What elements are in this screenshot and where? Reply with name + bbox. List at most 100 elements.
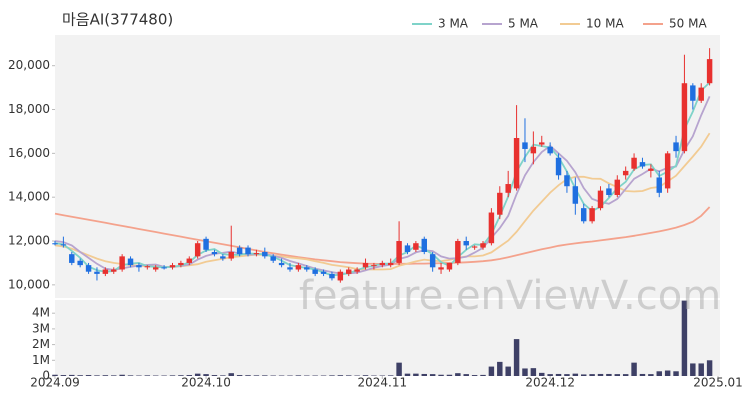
- candle-body: [220, 256, 226, 259]
- candle-body: [60, 244, 67, 246]
- volume-bar: [589, 374, 595, 376]
- volume-bar: [203, 374, 209, 376]
- volume-bar: [102, 375, 109, 376]
- volume-bar: [505, 366, 511, 376]
- volume-bar: [606, 373, 612, 376]
- candle-body: [136, 265, 142, 268]
- candle-body: [572, 186, 579, 204]
- candle-body: [631, 157, 637, 169]
- volume-bar: [127, 375, 134, 376]
- volume-bar: [262, 375, 268, 376]
- candle-body: [228, 251, 234, 259]
- volume-bar: [488, 366, 495, 376]
- candle-body: [152, 267, 159, 270]
- volume-bar: [52, 374, 58, 376]
- candle-body: [295, 265, 302, 270]
- volume-bar: [455, 373, 461, 376]
- candle-body: [656, 177, 662, 193]
- candle-body: [270, 256, 276, 261]
- volume-bar: [564, 374, 570, 376]
- candle-body: [304, 267, 310, 270]
- candle-body: [698, 87, 704, 101]
- volume-bar: [497, 361, 503, 376]
- candle-body: [203, 238, 209, 250]
- candle-body: [580, 208, 587, 222]
- volume-bar: [690, 363, 696, 376]
- volume-bar: [572, 373, 579, 376]
- candle-body: [648, 168, 654, 171]
- volume-bar: [346, 375, 352, 376]
- candle-body: [480, 243, 486, 248]
- volume-bar: [144, 375, 151, 376]
- volume-bar: [622, 374, 629, 376]
- volume-bar: [631, 362, 637, 376]
- candle-body: [429, 254, 436, 268]
- candle-body: [111, 269, 117, 272]
- candle-body: [589, 208, 595, 222]
- volume-y-tick-label: 3M: [32, 321, 50, 335]
- volume-bar: [211, 375, 218, 376]
- x-tick-label: 2024.10: [181, 376, 231, 390]
- volume-bar: [421, 373, 427, 376]
- candle-body: [161, 267, 167, 269]
- plot: 10,000 12,000 14,000 16,000 18,000 20,000 0 1M 2…: [8, 17, 743, 390]
- volume-bar: [85, 375, 92, 376]
- candle-body: [320, 271, 327, 274]
- candle-body: [169, 265, 176, 268]
- candle-body: [539, 142, 545, 145]
- candle-body: [262, 251, 268, 257]
- candle-body: [211, 251, 218, 255]
- candle-body: [236, 247, 243, 255]
- candle-body: [421, 238, 427, 252]
- price-panel: [55, 35, 720, 298]
- volume-bar: [186, 375, 193, 376]
- candle-body: [371, 265, 377, 267]
- candle-body: [144, 266, 151, 268]
- volume-bar: [119, 374, 125, 376]
- volume-bar: [438, 374, 444, 376]
- candle-body: [77, 260, 83, 266]
- candle-body: [346, 269, 352, 274]
- volume-bar: [404, 373, 411, 376]
- candle-body: [614, 179, 621, 195]
- candle-body: [387, 262, 394, 266]
- volume-bar: [429, 374, 436, 376]
- candle-body: [69, 254, 75, 263]
- legend-label: 50 MA: [669, 17, 707, 31]
- volume-panel: [55, 300, 720, 376]
- candle-body: [547, 146, 553, 154]
- volume-bar: [597, 373, 604, 376]
- candle-body: [446, 262, 453, 270]
- volume-bar: [446, 374, 453, 376]
- volume-bar: [194, 373, 201, 376]
- candle-body: [127, 258, 134, 266]
- volume-bar: [413, 373, 419, 376]
- x-tick-label: 2024.11: [357, 376, 407, 390]
- candle-body: [396, 241, 402, 263]
- volume-bar: [463, 374, 469, 376]
- candle-body: [664, 153, 671, 189]
- candle-body: [253, 253, 260, 255]
- volume-bar: [555, 373, 562, 376]
- candle-body: [522, 142, 528, 149]
- x-tick-label: 2024.09: [30, 376, 80, 390]
- x-tick-label: 2024.12: [525, 376, 575, 390]
- candle-body: [329, 273, 335, 279]
- volume-bar: [513, 339, 520, 376]
- volume-bar: [362, 375, 369, 376]
- y-tick-label: 14,000: [8, 190, 50, 204]
- candle-body: [186, 258, 193, 263]
- y-tick-label: 16,000: [8, 146, 50, 160]
- volume-bar: [471, 375, 478, 376]
- candle-body: [639, 162, 646, 167]
- volume-bar: [547, 374, 553, 376]
- volume-bar: [530, 368, 537, 376]
- volume-bar: [639, 373, 646, 376]
- volume-bar: [178, 375, 184, 376]
- volume-bar: [387, 375, 394, 376]
- volume-bar: [681, 300, 688, 376]
- legend-label: 5 MA: [508, 17, 539, 31]
- candle-body: [690, 85, 696, 101]
- candle-body: [706, 59, 713, 84]
